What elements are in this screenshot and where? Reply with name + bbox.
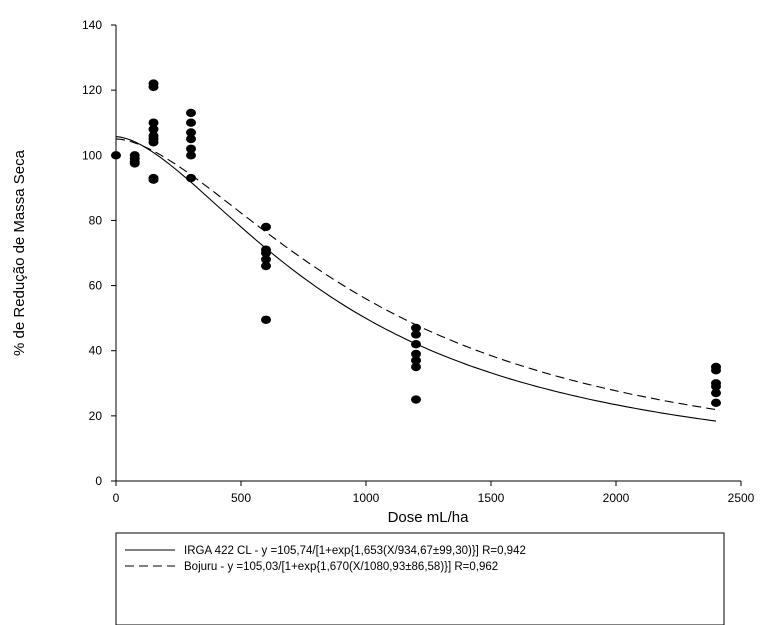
data-point: [129, 159, 140, 168]
data-point: [711, 388, 721, 398]
x-tick-label: 2500: [728, 491, 755, 505]
data-point: [411, 362, 421, 372]
data-point: [186, 134, 196, 144]
x-ticks: 0 500 1000 1500 2000 2500: [113, 481, 755, 505]
data-point: [186, 128, 196, 137]
data-point: [411, 349, 421, 359]
fit-line-irga: [115, 136, 717, 422]
data-point: [111, 151, 121, 160]
x-tick-label: 1000: [353, 491, 380, 505]
data-points: [111, 79, 721, 408]
y-tick-label: 100: [82, 148, 102, 162]
data-point: [186, 151, 196, 160]
data-point: [261, 255, 271, 264]
data-point: [148, 82, 159, 92]
data-point: [261, 261, 271, 271]
data-point: [186, 173, 196, 183]
data-point: [186, 118, 196, 127]
data-point: [148, 138, 159, 147]
data-point: [261, 315, 271, 324]
data-point: [411, 395, 421, 404]
y-tick-label: 60: [89, 279, 103, 293]
x-tick-label: 0: [113, 491, 120, 505]
data-point: [148, 118, 159, 127]
data-point: [411, 340, 421, 349]
x-axis-title: Dose mL/ha: [388, 509, 470, 526]
legend-label-irga: IRGA 422 CL - y =105,74/[1+exp{1,653(X/9…: [184, 545, 526, 557]
data-point: [186, 144, 196, 153]
fit-curves: [115, 136, 717, 422]
data-point: [148, 125, 159, 134]
y-ticks: 0 20 40 60 80 100 120 140: [82, 18, 116, 488]
data-point: [411, 323, 421, 333]
y-tick-label: 20: [89, 409, 103, 423]
legend-label-bojuru: Bojuru - y =105,03/[1+exp{1,670(X/1080,9…: [184, 561, 498, 573]
data-point: [711, 382, 721, 391]
y-tick-label: 120: [82, 83, 102, 97]
y-tick-label: 40: [89, 344, 103, 358]
y-tick-label: 0: [95, 474, 102, 488]
data-point: [711, 398, 721, 408]
y-tick-label: 140: [82, 18, 102, 32]
x-tick-label: 1500: [478, 491, 505, 505]
x-tick-label: 500: [231, 491, 251, 505]
x-tick-label: 2000: [603, 491, 630, 505]
legend: IRGA 422 CL - y =105,74/[1+exp{1,653(X/9…: [115, 532, 725, 625]
data-point: [411, 330, 421, 339]
data-point: [261, 222, 271, 232]
data-point: [186, 108, 196, 118]
y-tick-label: 80: [89, 213, 103, 227]
data-point: [711, 366, 721, 375]
y-axis-title: % de Redução de Massa Seca: [11, 149, 28, 356]
axes: 0 20 40 60 80 100 120 140 0 500 1000 1500 2000 2500: [82, 18, 755, 505]
data-point: [148, 175, 159, 184]
legend-box: [115, 532, 725, 625]
data-point: [411, 356, 421, 365]
data-point: [261, 248, 271, 258]
